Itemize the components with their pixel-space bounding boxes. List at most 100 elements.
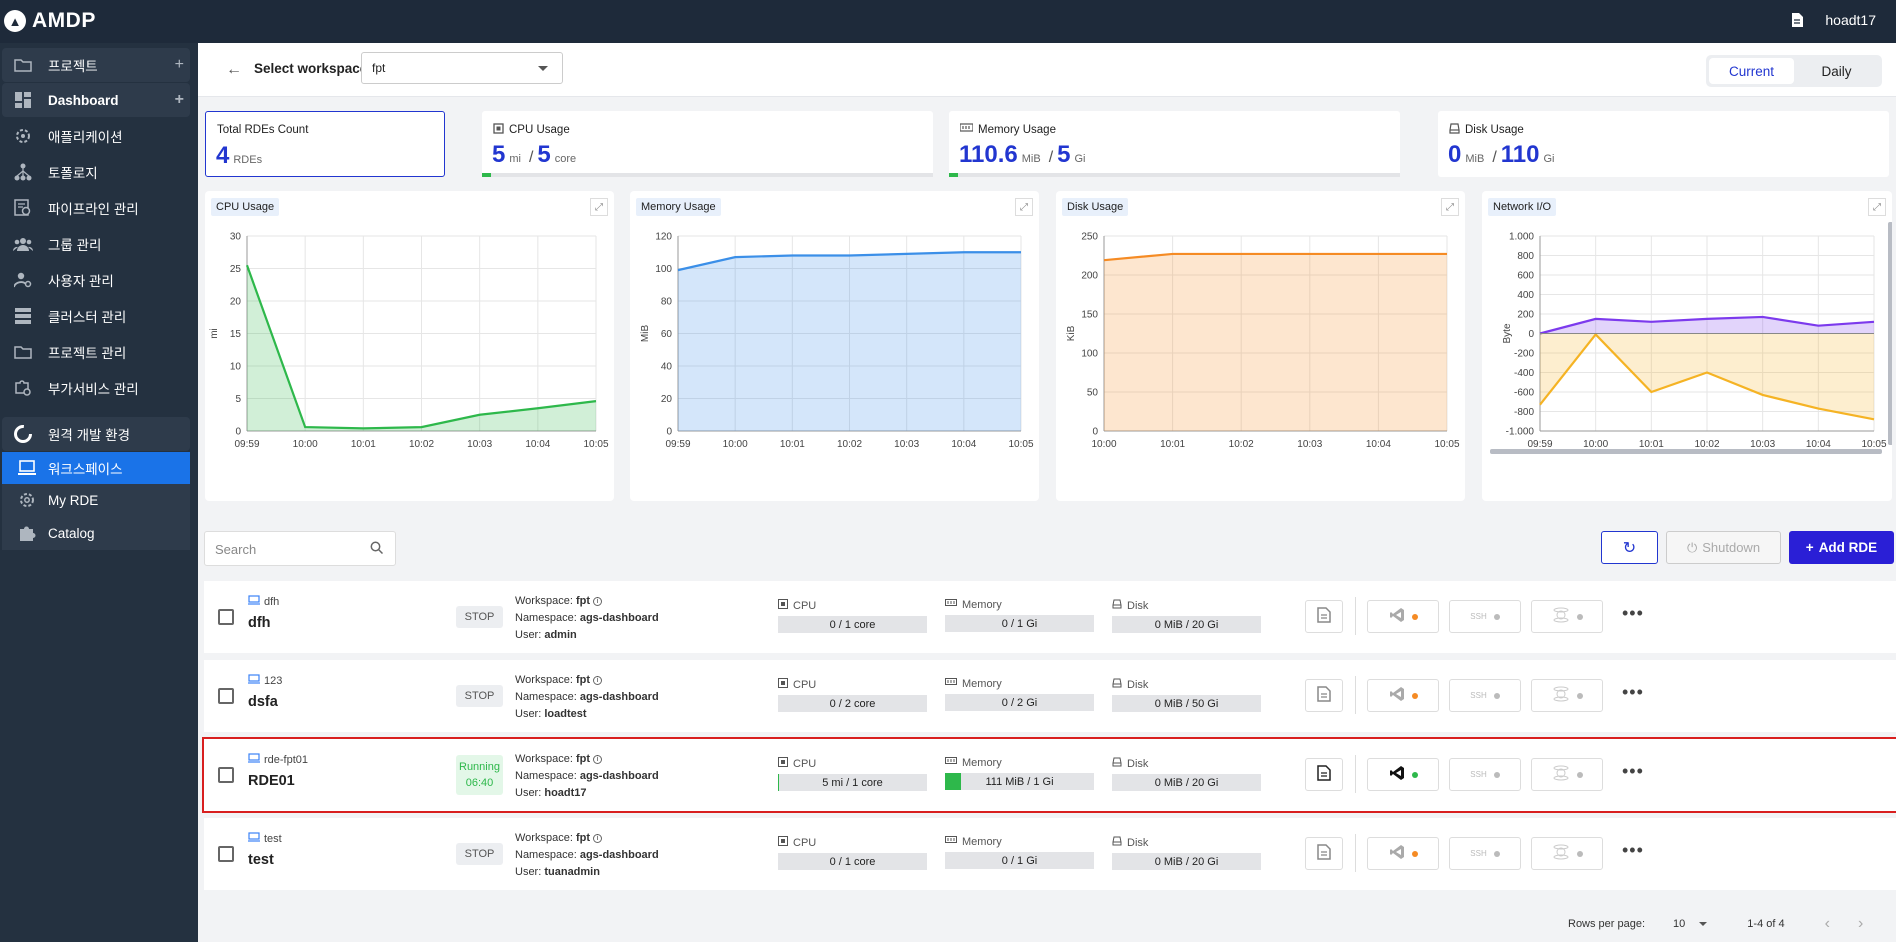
laptop-icon xyxy=(16,460,38,476)
namespace-value: ags-dashboard xyxy=(579,770,659,782)
rde-name[interactable]: dsfa xyxy=(248,694,278,710)
ssh-button[interactable]: SSH xyxy=(1449,600,1521,633)
sidebar-item-remote-dev[interactable]: 원격 개발 환경 xyxy=(2,417,190,451)
rde-icon xyxy=(248,674,260,687)
sidebar-item-addon[interactable]: 부가서비스 관리 xyxy=(2,371,190,405)
expand-icon[interactable]: ⤢ xyxy=(1441,198,1459,216)
rde-name[interactable]: dfh xyxy=(248,615,271,631)
y-axis-label: KiB xyxy=(1066,325,1077,341)
x-tick-label: 10:01 xyxy=(1639,439,1664,450)
sidebar-item-group[interactable]: 그룹 관리 xyxy=(2,227,190,261)
document-icon[interactable] xyxy=(1791,13,1804,27)
jupyter-button[interactable] xyxy=(1531,679,1603,712)
plus-icon[interactable]: + xyxy=(174,91,184,108)
ssh-button[interactable]: SSH xyxy=(1449,837,1521,870)
more-options-icon[interactable]: ••• xyxy=(1622,840,1644,860)
vscode-button[interactable] xyxy=(1367,600,1439,633)
info-icon[interactable]: i xyxy=(593,596,603,606)
rde-name[interactable]: RDE01 xyxy=(248,773,295,789)
memory-value: 111 MiB / 1 Gi xyxy=(985,775,1054,788)
vscode-button[interactable] xyxy=(1367,837,1439,870)
sidebar-item-catalog[interactable]: Catalog xyxy=(2,516,190,550)
gear-network-icon xyxy=(12,126,34,146)
logs-button[interactable] xyxy=(1305,758,1343,791)
prev-page-icon[interactable]: ‹ xyxy=(1824,915,1830,932)
sidebar-item-label: 파이프라인 관리 xyxy=(48,202,139,217)
toggle-daily[interactable]: Daily xyxy=(1821,63,1852,79)
sidebar-item-topology[interactable]: 토폴로지 xyxy=(2,155,190,189)
logs-button[interactable] xyxy=(1305,837,1343,870)
app-logo[interactable]: ▲ AMDP xyxy=(4,9,96,33)
sidebar-item-my-rde[interactable]: My RDE xyxy=(2,484,190,516)
shutdown-button[interactable]: ⏻ Shutdown xyxy=(1666,531,1781,564)
vscode-button[interactable] xyxy=(1367,758,1439,791)
add-rde-button[interactable]: + Add RDE xyxy=(1789,531,1894,564)
series-area xyxy=(1540,333,1874,420)
dashboard-icon xyxy=(12,90,34,110)
refresh-button[interactable]: ↻ xyxy=(1601,531,1658,564)
row-checkbox[interactable] xyxy=(218,609,234,625)
memory-label: Memory xyxy=(962,836,1002,848)
y-tick-label: 20 xyxy=(230,297,242,308)
jupyter-button[interactable] xyxy=(1531,758,1603,791)
more-options-icon[interactable]: ••• xyxy=(1622,761,1644,781)
memory-value: 0 / 1 Gi xyxy=(1001,854,1038,867)
info-icon[interactable]: i xyxy=(593,833,603,843)
jupyter-button[interactable] xyxy=(1531,837,1603,870)
rde-id: rde-fpt01 xyxy=(264,753,309,766)
logs-button[interactable] xyxy=(1305,600,1343,633)
sidebar-item-dashboard[interactable]: Dashboard + xyxy=(2,83,190,117)
more-options-icon[interactable]: ••• xyxy=(1622,603,1644,623)
x-tick-label: 10:01 xyxy=(1160,439,1185,450)
username[interactable]: hoadt17 xyxy=(1825,12,1876,28)
workspace-select[interactable]: fpt xyxy=(361,52,563,84)
sidebar-item-project-manage[interactable]: 프로젝트 관리 xyxy=(2,335,190,369)
jupyter-button[interactable] xyxy=(1531,600,1603,633)
logs-button[interactable] xyxy=(1305,679,1343,712)
status-badge: STOP xyxy=(456,685,503,707)
sidebar-item-applications[interactable]: 애플리케이션 xyxy=(2,119,190,153)
search-input[interactable]: Search xyxy=(204,531,396,566)
rde-row[interactable]: dfh dfh STOP Workspace: fpt i Namespace: ags… xyxy=(204,581,1896,653)
namespace-value: ags-dashboard xyxy=(579,691,659,703)
rde-name[interactable]: test xyxy=(248,852,274,868)
rows-per-page-select[interactable]: 10 xyxy=(1673,918,1708,930)
memory-resource: Memory 0 / 2 Gi xyxy=(945,678,1094,711)
disk-icon xyxy=(1112,599,1122,612)
user-key: User: xyxy=(515,629,542,641)
sidebar-item-label: 사용자 관리 xyxy=(48,274,114,289)
namespace-value: ags-dashboard xyxy=(579,849,659,861)
expand-icon[interactable]: ⤢ xyxy=(590,198,608,216)
sidebar-item-cluster[interactable]: 클러스터 관리 xyxy=(2,299,190,333)
more-options-icon[interactable]: ••• xyxy=(1622,682,1644,702)
ssh-button[interactable]: SSH xyxy=(1449,758,1521,791)
expand-icon[interactable]: ⤢ xyxy=(1015,198,1033,216)
y-tick-label: 800 xyxy=(1517,251,1534,262)
vscode-button[interactable] xyxy=(1367,679,1439,712)
rde-row[interactable]: test test STOP Workspace: fpt i Namespace: a… xyxy=(204,818,1896,890)
back-arrow-icon[interactable]: ← xyxy=(226,61,242,78)
stat-title: Memory Usage xyxy=(978,123,1056,136)
vertical-scrollbar xyxy=(1888,222,1892,445)
document-icon xyxy=(1317,764,1331,785)
sidebar-item-project[interactable]: 프로젝트 + xyxy=(2,48,190,82)
y-tick-label: 400 xyxy=(1517,290,1534,301)
sidebar-item-workspace[interactable]: 워크스페이스 xyxy=(2,452,190,484)
status-text: STOP xyxy=(464,611,495,623)
row-checkbox[interactable] xyxy=(218,767,234,783)
toggle-current[interactable]: Current xyxy=(1709,58,1794,84)
rde-row[interactable]: rde-fpt01 RDE01 Running 06:40 Workspace: fpt… xyxy=(202,737,1896,813)
expand-icon[interactable]: ⤢ xyxy=(1868,198,1886,216)
next-page-icon[interactable]: › xyxy=(1857,915,1864,932)
row-checkbox[interactable] xyxy=(218,688,234,704)
info-icon[interactable]: i xyxy=(593,754,603,764)
sidebar-item-pipeline[interactable]: 파이프라인 관리 xyxy=(2,191,190,225)
ssh-button[interactable]: SSH xyxy=(1449,679,1521,712)
plus-icon[interactable]: + xyxy=(174,56,184,73)
rde-row[interactable]: 123 dsfa STOP Workspace: fpt i Namespace: ag… xyxy=(204,660,1896,732)
row-checkbox[interactable] xyxy=(218,846,234,862)
sidebar-item-users[interactable]: 사용자 관리 xyxy=(2,263,190,297)
info-icon[interactable]: i xyxy=(593,675,603,685)
jupyter-icon xyxy=(1552,844,1570,863)
shutdown-label: Shutdown xyxy=(1702,540,1761,555)
